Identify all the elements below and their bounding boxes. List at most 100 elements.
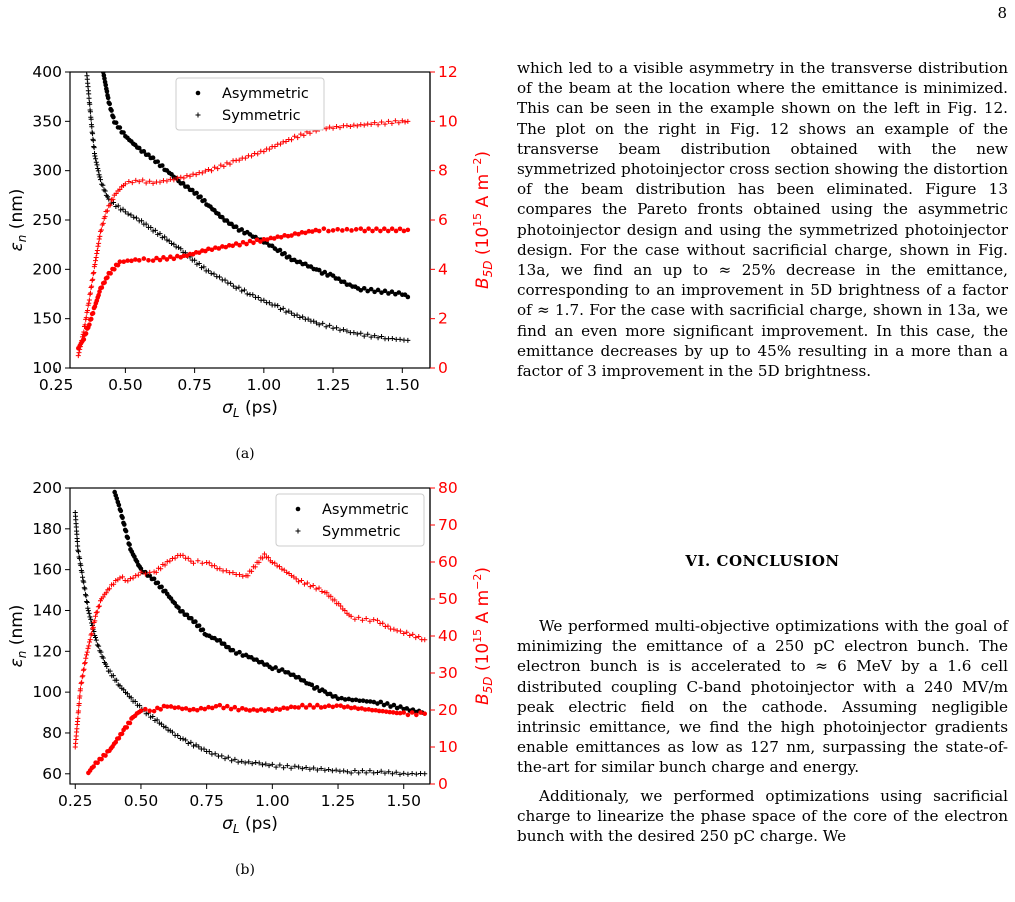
- y-tick-label: 180: [32, 520, 62, 538]
- data-point: [404, 629, 410, 635]
- data-point: [104, 208, 110, 214]
- data-point: [122, 522, 127, 527]
- data-point: [118, 508, 124, 514]
- data-point: [375, 335, 381, 341]
- data-point: [233, 285, 239, 291]
- y-axis-label: εn (nm): [7, 605, 29, 668]
- data-point: [139, 218, 145, 224]
- data-point: [199, 170, 205, 176]
- data-point: [418, 771, 424, 777]
- data-point: [211, 271, 217, 277]
- data-point: [205, 268, 211, 274]
- data-point: [374, 617, 380, 623]
- y2-tick-label: 50: [438, 590, 458, 608]
- data-point: [85, 307, 91, 313]
- data-point: [97, 289, 102, 294]
- data-point: [105, 95, 111, 101]
- data-point: [389, 771, 395, 777]
- data-point: [307, 584, 313, 590]
- data-point: [88, 116, 94, 122]
- data-point: [98, 649, 104, 655]
- y-tick-label: 350: [32, 112, 62, 130]
- data-point: [263, 761, 269, 767]
- data-point: [251, 707, 256, 712]
- data-point: [354, 331, 360, 337]
- data-point: [226, 243, 232, 248]
- data-point: [303, 230, 308, 236]
- data-point: [122, 181, 128, 187]
- data-point: [346, 696, 352, 702]
- data-point: [213, 245, 218, 250]
- data-point: [138, 569, 144, 575]
- data-point: [261, 237, 267, 242]
- data-point: [293, 576, 299, 582]
- data-point: [407, 633, 413, 639]
- data-point: [84, 598, 90, 604]
- data-point: [200, 627, 206, 632]
- data-point: [265, 237, 270, 242]
- data-point: [105, 275, 110, 280]
- data-point: [382, 226, 387, 232]
- data-point: [386, 769, 392, 775]
- data-point: [305, 316, 311, 322]
- data-point: [256, 760, 262, 766]
- data-point: [363, 770, 369, 776]
- data-point: [337, 125, 343, 131]
- data-point: [318, 705, 324, 710]
- data-point: [150, 228, 156, 234]
- legend-label-symmetric: Symmetric: [222, 108, 301, 124]
- data-point: [300, 702, 305, 708]
- data-point: [330, 704, 336, 710]
- data-point: [241, 287, 247, 293]
- x-tick-label: 1.25: [321, 792, 356, 810]
- data-point: [367, 618, 373, 624]
- data-point: [172, 705, 178, 711]
- data-point: [360, 698, 366, 703]
- data-point: [193, 172, 199, 178]
- x-axis-label: σL (ps): [222, 814, 278, 836]
- data-point: [368, 286, 374, 292]
- data-point: [405, 712, 411, 718]
- data-point: [155, 565, 161, 571]
- data-point: [136, 179, 142, 185]
- data-point: [323, 126, 329, 132]
- data-point: [219, 753, 225, 759]
- data-point: [157, 179, 163, 185]
- data-point: [396, 120, 402, 126]
- data-point: [155, 159, 160, 164]
- data-point: [84, 649, 90, 655]
- data-point: [364, 699, 369, 704]
- data-point: [367, 699, 373, 704]
- data-point: [240, 573, 246, 579]
- data-point: [205, 166, 211, 172]
- data-point: [335, 226, 340, 232]
- data-point: [77, 556, 83, 562]
- data-point: [147, 569, 153, 575]
- data-point: [292, 133, 298, 139]
- data-point: [236, 157, 242, 163]
- data-point: [85, 608, 91, 614]
- data-point: [371, 617, 377, 623]
- data-point: [74, 531, 80, 537]
- data-point: [235, 759, 241, 765]
- data-point: [220, 244, 225, 249]
- data-point: [338, 703, 343, 708]
- y2-tick-label: 20: [438, 701, 458, 719]
- data-point: [196, 623, 202, 628]
- data-point: [340, 327, 346, 333]
- data-point: [289, 233, 294, 238]
- data-point: [121, 259, 127, 265]
- data-point: [249, 153, 255, 159]
- y-tick-label: 200: [32, 479, 62, 497]
- data-point: [221, 163, 227, 169]
- data-point: [180, 180, 186, 186]
- data-point: [179, 706, 185, 712]
- y2-tick-label: 30: [438, 664, 458, 682]
- data-point: [156, 720, 162, 726]
- x-tick-label: 1.00: [255, 792, 290, 810]
- data-point: [192, 257, 198, 263]
- x-tick-label: 0.25: [39, 376, 74, 394]
- data-point: [326, 228, 331, 234]
- data-point: [318, 766, 324, 772]
- data-point: [78, 680, 84, 686]
